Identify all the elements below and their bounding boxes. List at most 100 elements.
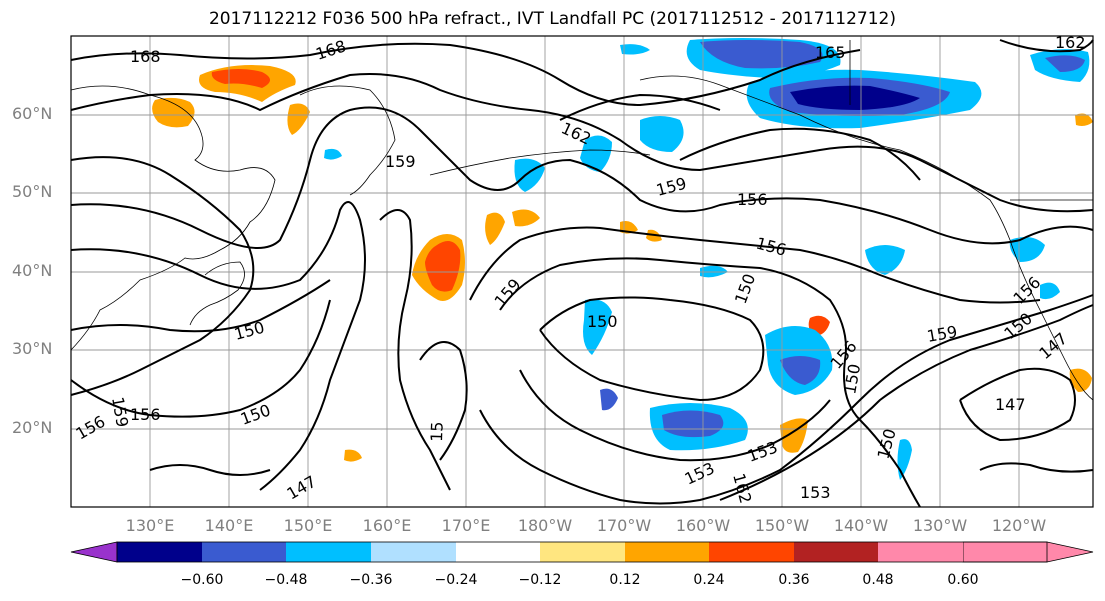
contour-line [519,369,831,462]
contour-label: 165 [815,43,846,62]
contour-line [419,341,468,461]
colorbar-segment [540,542,625,562]
north-america-coastline [1009,239,1094,401]
coastlines [70,40,1094,401]
negative-anomaly-patch [897,439,912,480]
colorbar-tick-label: −0.60 [180,572,224,588]
colorbar [70,541,1094,563]
lon-label: 180°W [517,516,573,535]
positive-anomaly-patch [425,241,461,292]
contour-line [499,257,921,508]
contour-line [679,127,921,181]
colorbar-segment [709,542,794,562]
contour-line [979,462,1094,473]
contour-line [479,294,1094,505]
lon-label: 170°E [441,516,491,535]
colorbar-tick-label: 0.24 [693,572,725,588]
colorbar-tick-label: 0.12 [609,572,641,588]
lon-label: 170°W [596,516,652,535]
contour-line [70,42,861,107]
negative-anomaly-patch [324,148,342,160]
negative-anomaly-patch [583,299,612,355]
contour-line [999,39,1094,53]
contour-line [70,201,366,491]
colorbar-tick-label: −0.24 [434,572,478,588]
negative-anomaly-patch [1045,55,1085,72]
contour-line [469,226,1041,304]
contour-label: 150 [587,312,618,331]
colorbar-tick-label: −0.36 [349,572,393,588]
negative-anomaly-patch [780,356,821,385]
map-title: 2017112212 F036 500 hPa refract., IVT La… [208,9,896,29]
positive-anomaly-patch [211,69,270,88]
kamchatka-coastline [299,85,396,196]
negative-anomaly-patch [662,410,724,438]
colorbar-tick-label: 0.36 [778,572,810,588]
lat-label: 20°N [12,418,53,437]
lon-label: 150°E [283,516,333,535]
negative-anomaly-patch [580,135,612,172]
colorbar-segment [878,542,963,562]
positive-anomaly-patch [512,209,540,227]
negative-anomaly-patch [620,44,650,55]
negative-anomaly-patch [700,40,823,69]
lon-label: 160°E [362,516,412,535]
lon-label: 150°W [754,516,810,535]
negative-anomaly-patch [1009,236,1045,262]
colorbar-tick-label: 0.60 [947,572,979,588]
aleutian-chain [429,149,651,176]
lat-label: 60°N [12,104,53,123]
contour-line [719,304,1094,501]
colorbar-segment [202,542,286,562]
contour-line [149,464,271,476]
japan-coastline [189,261,245,326]
colorbar-segment [625,542,709,562]
colorbar-segment [794,542,878,562]
contour-label: 156 [737,190,768,209]
colorbar-tick-label: 0.48 [862,572,894,588]
colorbar-tick-label: −0.12 [518,572,562,588]
lon-label: 140°E [204,516,254,535]
contour-label: 168 [130,47,161,66]
lon-label: 140°W [833,516,889,535]
contour-line [70,73,1094,213]
colorbar-tick-label: −0.48 [264,572,308,588]
lon-label: 130°W [912,516,968,535]
negative-anomaly-patch [640,116,684,152]
lon-label: 130°E [125,516,175,535]
shaded-anomalies [152,38,1093,480]
asia-coastline [70,85,276,351]
lon-label: 160°W [675,516,731,535]
positive-anomaly-patch [485,212,505,245]
contour-label: 147 [995,395,1026,414]
positive-anomaly-patch [287,103,310,135]
contour-line [70,156,255,396]
contour-line [959,367,1076,442]
contour-label: 153 [800,483,831,502]
contour-line [70,106,1094,249]
lat-label: 30°N [12,339,53,358]
colorbar-segment [456,542,540,562]
contour-line [70,279,331,333]
colorbar-segment [286,542,371,562]
negative-anomaly-patch [790,85,920,110]
contour-line [539,296,765,402]
map-frame [70,35,1094,508]
contour-label: 15 [427,421,447,442]
negative-anomaly-patch [700,265,728,278]
contour-label: 156 [130,405,161,424]
colorbar-extend-max [962,541,1094,563]
negative-anomaly-patch [865,245,905,275]
colorbar-outline [116,541,1048,563]
lon-label: 120°W [991,516,1047,535]
colorbar-extend-min [70,541,118,563]
positive-anomaly-patch [1069,368,1092,392]
contour-label: 159 [385,152,416,171]
refractivity-contours [70,39,1094,508]
negative-anomaly-patch [600,388,618,411]
positive-anomaly-patch [152,97,195,128]
contour-line [559,93,721,121]
positive-anomaly-patch [1075,113,1093,126]
colorbar-segment [371,542,456,562]
